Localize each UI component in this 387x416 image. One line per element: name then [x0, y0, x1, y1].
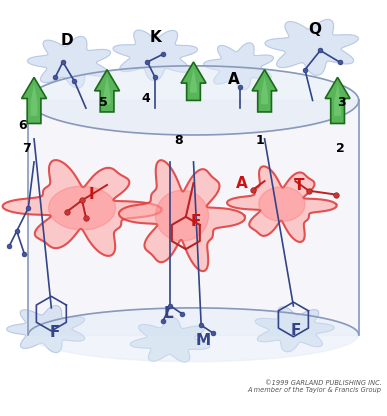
Polygon shape [204, 43, 274, 89]
Polygon shape [7, 305, 85, 352]
Text: 4: 4 [141, 92, 150, 105]
Text: D: D [60, 33, 73, 48]
Polygon shape [27, 37, 111, 88]
Text: F: F [190, 214, 200, 229]
Text: A: A [236, 176, 247, 191]
Polygon shape [227, 166, 337, 242]
Polygon shape [325, 77, 350, 124]
Text: 2: 2 [336, 142, 345, 155]
Text: F: F [290, 324, 301, 339]
Text: K: K [149, 30, 161, 45]
Text: A member of the Taylor & Francis Group: A member of the Taylor & Francis Group [248, 387, 382, 393]
Text: A: A [228, 72, 240, 87]
Text: 3: 3 [337, 96, 346, 109]
Text: L: L [164, 306, 173, 321]
Text: T: T [294, 178, 305, 193]
Polygon shape [94, 69, 120, 112]
Text: Q: Q [308, 22, 321, 37]
Text: I: I [89, 187, 94, 202]
Polygon shape [265, 20, 358, 75]
Polygon shape [130, 317, 210, 362]
Text: ©1999 GARLAND PUBLISHING INC.: ©1999 GARLAND PUBLISHING INC. [265, 379, 382, 386]
Polygon shape [255, 307, 334, 352]
Polygon shape [259, 187, 305, 221]
Text: 1: 1 [255, 134, 264, 147]
Text: 5: 5 [99, 96, 108, 109]
Polygon shape [252, 69, 277, 112]
Polygon shape [119, 160, 245, 271]
Polygon shape [113, 30, 197, 81]
Polygon shape [28, 66, 359, 135]
Text: 6: 6 [18, 119, 27, 132]
Text: 7: 7 [22, 142, 31, 155]
Polygon shape [22, 77, 46, 124]
Text: 8: 8 [175, 134, 183, 147]
Polygon shape [104, 76, 110, 104]
Polygon shape [261, 76, 268, 104]
Polygon shape [3, 160, 161, 256]
Polygon shape [28, 308, 359, 362]
Polygon shape [181, 62, 206, 100]
Polygon shape [190, 68, 197, 93]
Polygon shape [49, 186, 115, 230]
Text: M: M [195, 333, 211, 348]
Polygon shape [31, 84, 38, 116]
Polygon shape [156, 191, 209, 241]
Text: F: F [50, 325, 60, 340]
Polygon shape [334, 84, 341, 116]
